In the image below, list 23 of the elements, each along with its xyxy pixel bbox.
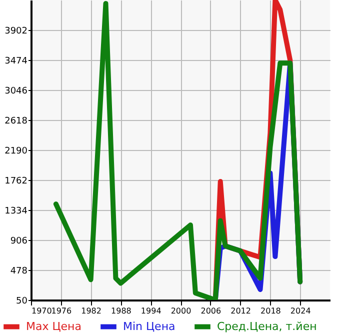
x-tick-label: 2000 [170,306,192,316]
x-tick-label: 1982 [81,306,102,316]
y-tick-label: 1762 [4,176,28,186]
x-tick-label: 2018 [260,306,281,316]
y-tick-label: 1334 [4,206,28,216]
y-tick-label: 50 [16,296,28,306]
x-tick-label: 2012 [230,306,251,316]
x-tick-label: 1970 [32,306,52,316]
x-tick-label: 1988 [111,306,132,316]
y-tick-label: 3902 [4,26,28,36]
y-tick-label: 3474 [4,56,28,66]
y-tick-label: 2618 [4,116,28,126]
x-tick-label: 2024 [290,306,311,316]
legend-label: Max Цена [26,320,82,333]
legend-label: Сред.Цена, т.йен [217,320,317,333]
x-tick-label: 1994 [140,306,162,316]
y-tick-label: 906 [10,236,28,246]
y-tick-label: 478 [10,266,28,276]
y-tick-label: 3046 [4,86,28,96]
legend-label: Min Цена [123,320,176,333]
x-tick-label: 1976 [51,306,72,316]
y-tick-label: 2190 [4,146,28,156]
x-tick-label: 2006 [200,306,222,316]
